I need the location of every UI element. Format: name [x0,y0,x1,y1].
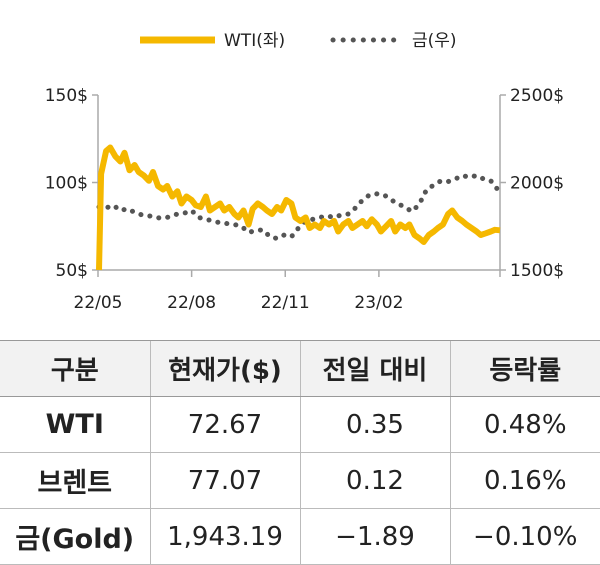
header-change: 전일 대비 [299,340,450,397]
row-name: 브렌트 [0,452,150,509]
y-left-tick-label: 50$ [56,261,88,281]
row-price: 77.07 [149,452,300,509]
row-name: 금(Gold) [0,508,150,565]
chart-svg: WTI(좌) 금(우) 150$ 100$ 50$ 2500$ 2000$ 1500$ 22… [45,31,564,313]
y-left-tick-label: 150$ [45,86,88,106]
row-change: 0.35 [299,396,450,453]
table-row: WTI 72.67 0.35 0.48% [0,396,600,453]
price-table-wrap: 구분 현재가($) 전일 대비 등락률 WTI 72.67 0.35 0.48%… [0,340,600,565]
y-right-tick-label: 2000$ [510,174,564,194]
header-category: 구분 [0,340,150,397]
row-price: 72.67 [149,396,300,453]
y-right-tick-label: 1500$ [510,261,564,281]
chart-series-layer [96,144,503,271]
table-row: 금(Gold) 1,943.19 −1.89 −0.10% [0,508,600,565]
row-change: 0.12 [299,452,450,509]
row-name: WTI [0,396,150,453]
row-rate: −0.10% [449,508,600,565]
x-tick-label: 22/05 [74,293,123,313]
x-tick-label: 23/02 [354,293,403,313]
x-tick-label: 22/11 [261,293,310,313]
header-rate: 등락률 [449,340,600,397]
legend-wti-label: WTI(좌) [224,31,285,51]
wti-series-line [96,144,501,271]
chart-legend: WTI(좌) 금(우) [140,31,457,51]
legend-gold-label: 금(우) [412,31,457,51]
price-chart: WTI(좌) 금(우) 150$ 100$ 50$ 2500$ 2000$ 1500$ 22… [45,31,564,313]
gold-series-line [96,172,503,242]
row-rate: 0.16% [449,452,600,509]
row-change: −1.89 [299,508,450,565]
row-price: 1,943.19 [149,508,300,565]
x-tick-label: 22/08 [167,293,216,313]
price-table: 구분 현재가($) 전일 대비 등락률 WTI 72.67 0.35 0.48%… [0,340,600,565]
chart-axes: 150$ 100$ 50$ 2500$ 2000$ 1500$ 22/05 22/08 22/1… [45,86,564,313]
header-price: 현재가($) [149,340,300,397]
table-row: 브렌트 77.07 0.12 0.16% [0,452,600,509]
y-right-tick-label: 2500$ [510,86,564,106]
table-header-row: 구분 현재가($) 전일 대비 등락률 [0,340,600,397]
row-rate: 0.48% [449,396,600,453]
y-left-tick-label: 100$ [45,174,88,194]
